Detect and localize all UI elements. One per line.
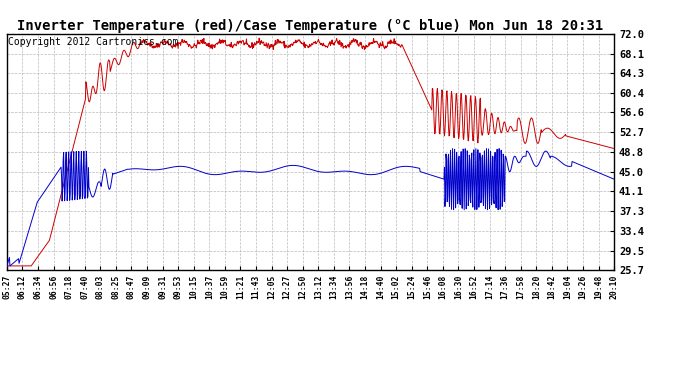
Text: Copyright 2012 Cartronics.com: Copyright 2012 Cartronics.com (8, 37, 179, 47)
Title: Inverter Temperature (red)/Case Temperature (°C blue) Mon Jun 18 20:31: Inverter Temperature (red)/Case Temperat… (17, 19, 604, 33)
